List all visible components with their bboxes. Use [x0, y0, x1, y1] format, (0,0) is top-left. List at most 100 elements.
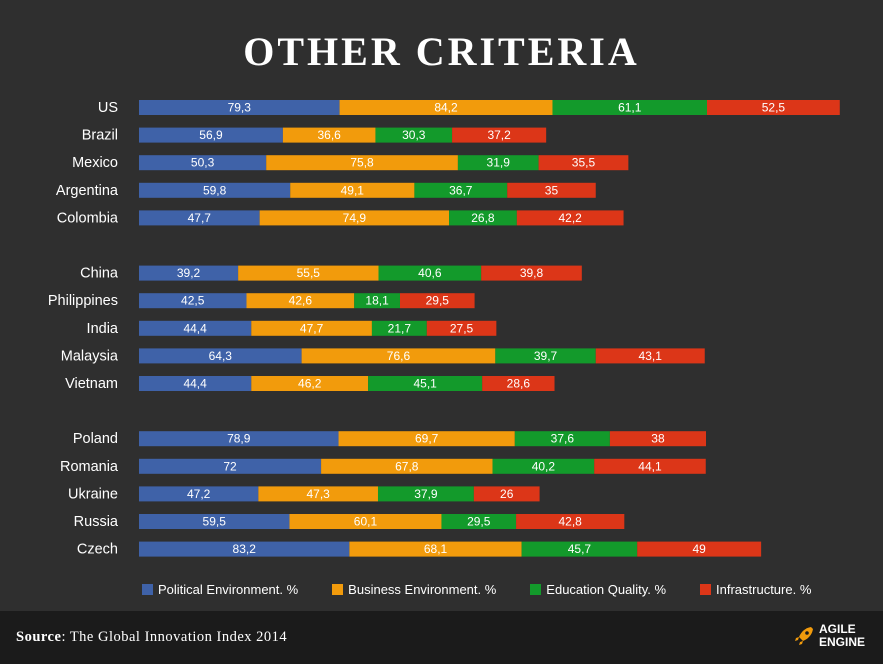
- bar-segment: [139, 458, 322, 474]
- legend-label-political: Political Environment. %: [158, 582, 299, 597]
- chart-title: OTHER CRITERIA: [243, 29, 640, 74]
- category-label: Czech: [77, 542, 118, 558]
- value-label: 50,3: [191, 156, 215, 170]
- category-label: China: [80, 266, 119, 282]
- value-label: 55,5: [297, 266, 321, 280]
- value-label: 37,2: [487, 128, 511, 142]
- bar-segment: [457, 155, 539, 171]
- agile-engine-logo: AGILE ENGINE: [793, 623, 865, 649]
- category-label: Vietnam: [65, 376, 118, 392]
- value-label: 39,2: [177, 266, 201, 280]
- value-label: 69,7: [415, 432, 439, 446]
- bar-segment: [338, 431, 515, 447]
- bar-segment: [139, 348, 302, 364]
- bar-segment: [707, 100, 840, 115]
- bar-segment: [354, 293, 400, 309]
- bar-segment: [538, 155, 629, 171]
- value-label: 39,8: [520, 266, 544, 280]
- bar-segment: [139, 514, 290, 529]
- category-label: Russia: [74, 514, 119, 530]
- value-label: 38: [651, 432, 665, 446]
- value-label: 44,1: [638, 459, 662, 473]
- legend-swatch-infrastructure: [700, 584, 712, 595]
- legend-label-education: Education Quality. %: [546, 582, 667, 597]
- value-label: 36,7: [449, 183, 473, 197]
- value-label: 64,3: [209, 349, 233, 363]
- bar-segment: [375, 127, 453, 143]
- bar-segment: [258, 486, 378, 502]
- bar-segment: [290, 182, 415, 198]
- bar-segment: [139, 265, 239, 281]
- bar-segment: [449, 210, 517, 226]
- category-label: Mexico: [72, 155, 118, 171]
- bar-segment: [282, 127, 376, 143]
- value-label: 42,2: [559, 211, 583, 225]
- legend-item-infrastructure: Infrastructure. %: [700, 582, 811, 597]
- value-label: 31,9: [487, 156, 511, 170]
- bar-segment: [289, 514, 442, 529]
- value-label: 83,2: [233, 542, 257, 556]
- bar-segment: [259, 210, 450, 226]
- bar-segment: [521, 541, 638, 557]
- bar-segment: [399, 293, 475, 309]
- value-label: 37,9: [414, 487, 438, 501]
- value-label: 42,5: [181, 294, 205, 308]
- bar-segment: [377, 486, 474, 502]
- value-label: 61,1: [618, 101, 642, 115]
- category-label: India: [87, 321, 119, 337]
- value-label: 47,3: [307, 487, 331, 501]
- category-label: Poland: [73, 431, 118, 447]
- value-label: 59,8: [203, 183, 227, 197]
- value-label: 42,6: [289, 294, 313, 308]
- value-label: 44,4: [183, 321, 207, 335]
- value-label: 49: [692, 542, 706, 556]
- value-label: 52,5: [762, 101, 786, 115]
- value-label: 42,8: [559, 515, 583, 529]
- bar-segment: [139, 376, 252, 391]
- bar-segment: [637, 541, 762, 557]
- value-label: 49,1: [341, 183, 365, 197]
- value-label: 40,2: [532, 459, 556, 473]
- bar-segment: [414, 182, 508, 198]
- bar-segment: [251, 376, 369, 391]
- bar-segment: [139, 127, 283, 143]
- source-label: Source: [16, 629, 62, 645]
- bar-segment: [139, 210, 260, 226]
- footer-bar: Source: The Global Innovation Index 2014…: [0, 611, 883, 664]
- legend-item-education: Education Quality. %: [530, 582, 666, 597]
- value-label: 35,5: [572, 156, 596, 170]
- category-label: Colombia: [57, 210, 119, 226]
- value-label: 74,9: [343, 211, 367, 225]
- value-label: 27,5: [450, 321, 474, 335]
- rocket-icon: [794, 627, 813, 645]
- category-label: US: [98, 100, 118, 116]
- logo-line-1: AGILE: [818, 622, 856, 636]
- legend-swatch-political: [142, 584, 153, 595]
- category-label: Argentina: [56, 183, 119, 199]
- bar-segment: [246, 293, 355, 309]
- bar-segment: [609, 431, 706, 447]
- category-label: Philippines: [48, 293, 118, 309]
- bar-segment: [251, 320, 372, 336]
- value-label: 76,6: [387, 349, 411, 363]
- bar-segment: [516, 514, 625, 529]
- value-label: 40,6: [418, 266, 442, 280]
- bar-segment: [139, 431, 339, 447]
- legend-item-business: Business Environment. %: [332, 582, 496, 597]
- category-label: Ukraine: [68, 486, 118, 502]
- bar-segment: [139, 293, 247, 309]
- bar-segment: [514, 431, 610, 447]
- value-label: 35: [545, 183, 559, 197]
- bar-segment: [139, 100, 340, 115]
- value-label: 75,8: [350, 156, 374, 170]
- value-label: 84,2: [434, 101, 458, 115]
- legend-swatch-business: [332, 584, 344, 595]
- value-label: 45,1: [413, 377, 437, 391]
- bar-segment: [368, 376, 483, 391]
- bar-segment: [482, 376, 555, 391]
- legend-item-political: Political Environment. %: [142, 582, 298, 597]
- value-label: 60,1: [354, 515, 378, 529]
- value-label: 44,4: [183, 377, 207, 391]
- value-label: 30,3: [402, 128, 426, 142]
- value-label: 47,7: [188, 211, 212, 225]
